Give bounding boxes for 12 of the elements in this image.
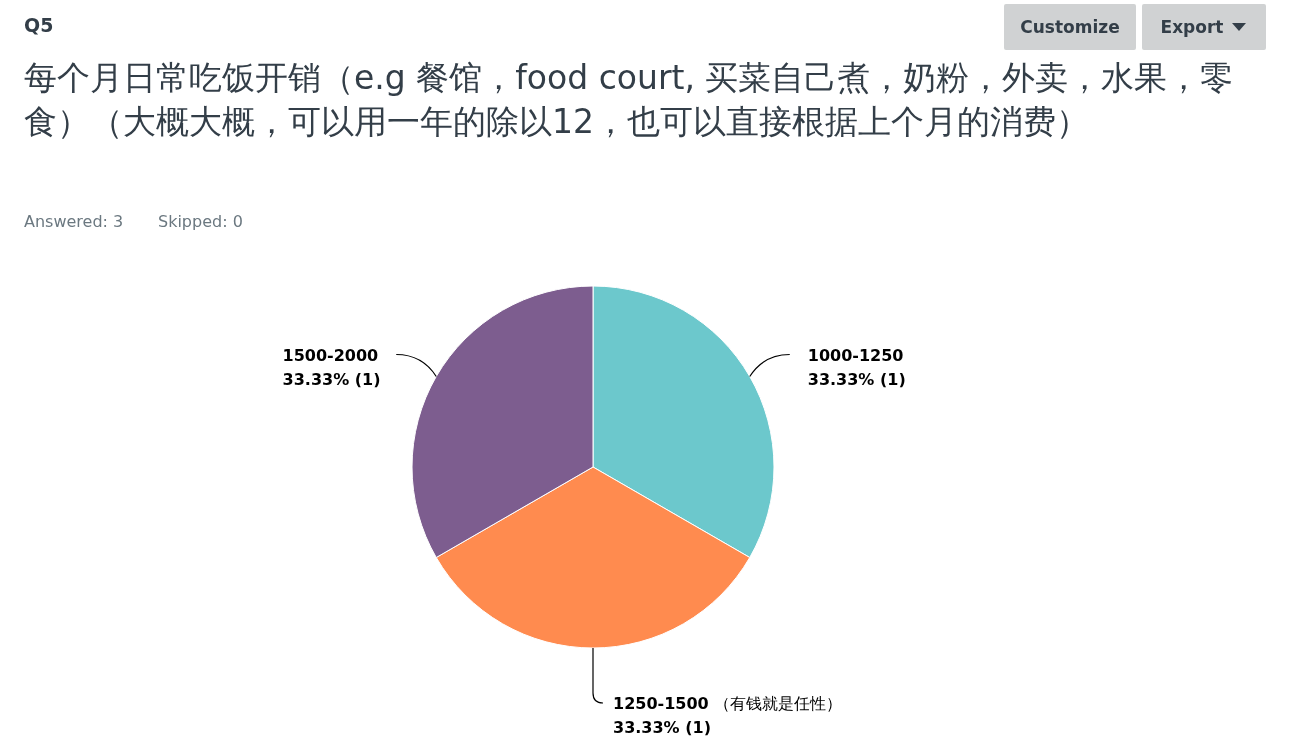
data-label: 33.33% (1) — [807, 369, 906, 389]
text: Answered: 3 — [24, 212, 124, 231]
slice-label: 1500-2000 — [282, 345, 379, 365]
data-label: 33.33% (1) — [613, 718, 711, 737]
chart-title: 每个月日常吃饭开销（e.g 餐馆，food court, 买菜自己煮，奶粉，外卖，水果，零食）（大概大概，可以用一年的除以12，也可以直接根据上个月的消费） — [24, 57, 1235, 143]
data-label: 33.33% (1) — [282, 369, 381, 389]
text: Skipped: 0 — [158, 212, 243, 231]
text: Export — [1160, 17, 1224, 37]
slice-label: 1250-1500 （有钱就是任性） — [613, 694, 842, 713]
slice-label: 1000-1250 — [807, 345, 904, 365]
text: Customize — [1004, 4, 1136, 50]
text: Q5 — [24, 14, 54, 36]
